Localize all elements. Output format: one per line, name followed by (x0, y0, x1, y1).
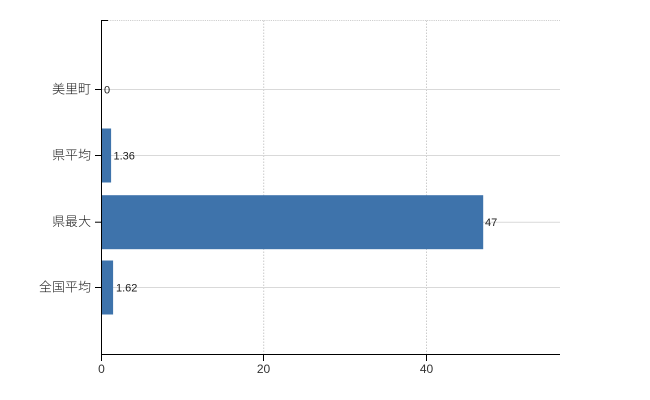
svg-text:1.62: 1.62 (116, 283, 137, 295)
svg-text:0: 0 (98, 362, 105, 376)
svg-text:20: 20 (257, 362, 271, 376)
svg-text:県最大: 県最大 (52, 214, 91, 229)
svg-text:県平均: 県平均 (52, 148, 91, 163)
svg-text:40: 40 (420, 362, 434, 376)
svg-text:47: 47 (485, 217, 497, 229)
svg-text:1.36: 1.36 (114, 151, 135, 163)
svg-text:0: 0 (104, 85, 110, 97)
svg-text:全国平均: 全国平均 (39, 280, 91, 295)
svg-text:美里町: 美里町 (52, 82, 91, 97)
